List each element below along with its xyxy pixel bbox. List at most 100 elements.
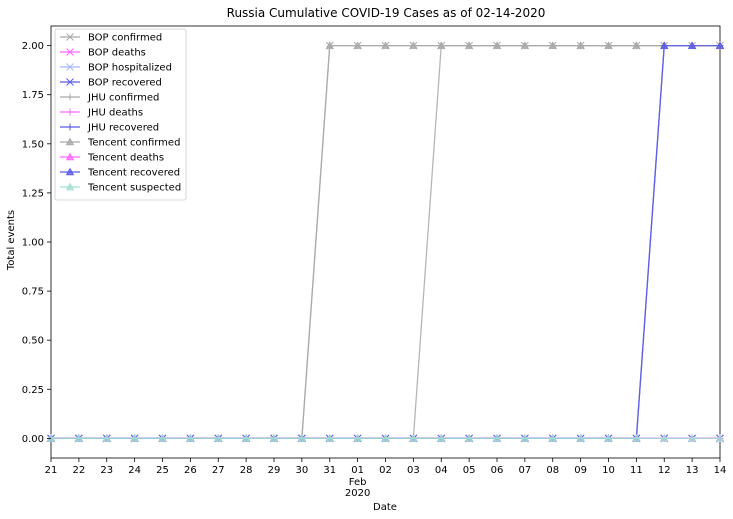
x-tick-label: 23: [100, 465, 113, 476]
legend-label: Tencent deaths: [87, 153, 164, 164]
x-tick-label: 04: [435, 465, 448, 476]
data-point: [715, 41, 725, 49]
data-point: [604, 41, 613, 49]
data-point: [687, 434, 697, 442]
data-point: [325, 434, 334, 442]
y-tick-label: 2.00: [22, 41, 44, 52]
legend-marker: [66, 123, 74, 131]
legend-label: JHU deaths: [87, 108, 143, 119]
y-tick-label: 0.25: [22, 385, 44, 396]
x-tick-label: 29: [268, 465, 281, 476]
data-point: [353, 434, 362, 442]
data-point: [604, 434, 613, 442]
legend: BOP confirmed BOP deaths BOP hospitalized B…: [54, 28, 187, 201]
legend-label: BOP hospitalized: [88, 63, 172, 74]
x-tick-label: 25: [156, 465, 169, 476]
legend-marker: [65, 182, 75, 191]
legend-marker: [66, 48, 74, 56]
legend-marker: [66, 93, 74, 101]
x-month-label: Feb: [349, 477, 367, 488]
legend-label: Tencent suspected: [87, 183, 181, 194]
data-point: [74, 434, 84, 442]
legend-item: Tencent recovered: [60, 168, 180, 179]
data-point: [464, 434, 474, 442]
y-tick-label: 0.00: [22, 434, 44, 445]
x-tick-label: 02: [379, 465, 392, 476]
data-point: [437, 434, 446, 442]
series-tencent-suspected: [46, 434, 725, 442]
x-tick-label: 06: [491, 465, 504, 476]
y-axis-label: Total events: [6, 210, 17, 271]
data-point: [381, 434, 390, 442]
legend-item: BOP confirmed: [60, 33, 162, 44]
legend-box: [54, 28, 187, 201]
legend-marker: [65, 152, 75, 161]
legend-marker: [66, 63, 74, 71]
data-point: [548, 41, 557, 49]
x-tick-label: 01: [351, 465, 364, 476]
x-tick-label: 07: [519, 465, 532, 476]
legend-item: JHU confirmed: [60, 93, 159, 104]
y-tick-label: 1.75: [22, 90, 44, 101]
legend-marker: [66, 78, 74, 86]
y-tick-label: 0.50: [22, 336, 44, 347]
legend-item: JHU deaths: [60, 108, 143, 119]
data-point: [464, 41, 474, 49]
data-point: [130, 434, 139, 442]
data-point: [520, 434, 530, 442]
legend-label: JHU recovered: [87, 123, 159, 134]
legend-item: BOP hospitalized: [60, 63, 172, 74]
legend-item: Tencent suspected: [60, 183, 181, 194]
x-axis: 21 22 23 24 25 26 27 28 29 30 31 01 02 03 04 05 06 07 08 09…: [45, 458, 727, 499]
y-tick-label: 0.75: [22, 287, 44, 298]
x-tick-label: 14: [714, 465, 727, 476]
legend-label: BOP confirmed: [88, 33, 162, 44]
data-point: [437, 41, 446, 49]
data-point: [269, 434, 279, 442]
x-tick-label: 13: [686, 465, 699, 476]
data-point: [687, 41, 697, 49]
data-point: [520, 41, 530, 49]
data-point: [102, 434, 111, 442]
x-tick-label: 09: [574, 465, 587, 476]
data-point: [660, 434, 669, 442]
data-point: [158, 434, 167, 442]
data-point: [297, 434, 307, 442]
data-point: [576, 434, 585, 442]
data-point: [325, 41, 334, 49]
data-point: [381, 41, 390, 49]
legend-label: BOP recovered: [88, 78, 162, 89]
x-tick-label: 11: [630, 465, 643, 476]
data-point: [353, 41, 362, 49]
data-point: [492, 41, 502, 49]
legend-label: BOP deaths: [88, 48, 146, 59]
legend-marker: [65, 167, 75, 176]
x-tick-label: 21: [45, 465, 58, 476]
data-point: [492, 434, 502, 442]
legend-item: Tencent deaths: [60, 153, 164, 164]
y-tick-label: 1.50: [22, 139, 44, 150]
x-tick-label: 26: [184, 465, 197, 476]
y-tick-label: 1.25: [22, 188, 44, 199]
data-point: [548, 434, 557, 442]
data-point: [214, 434, 223, 442]
x-axis-label: Date: [373, 502, 397, 513]
legend-item: Tencent confirmed: [60, 138, 180, 149]
legend-item: BOP recovered: [60, 78, 162, 89]
data-point: [241, 434, 251, 442]
x-tick-label: 05: [463, 465, 476, 476]
x-tick-label: 12: [658, 465, 671, 476]
x-tick-label: 03: [407, 465, 420, 476]
chart-title: Russia Cumulative COVID-19 Cases as of 0…: [227, 6, 546, 20]
legend-label: Tencent confirmed: [87, 138, 180, 149]
legend-marker: [66, 33, 74, 41]
x-tick-label: 28: [240, 465, 253, 476]
legend-item: BOP deaths: [60, 48, 146, 59]
y-axis: 0.00 0.25 0.50 0.75 1.00 1.25 1.50 1.75 2.00: [22, 41, 51, 445]
legend-marker: [66, 108, 74, 116]
data-point: [409, 434, 418, 442]
legend-marker: [65, 137, 75, 146]
data-point: [715, 434, 725, 442]
data-point: [409, 41, 418, 49]
